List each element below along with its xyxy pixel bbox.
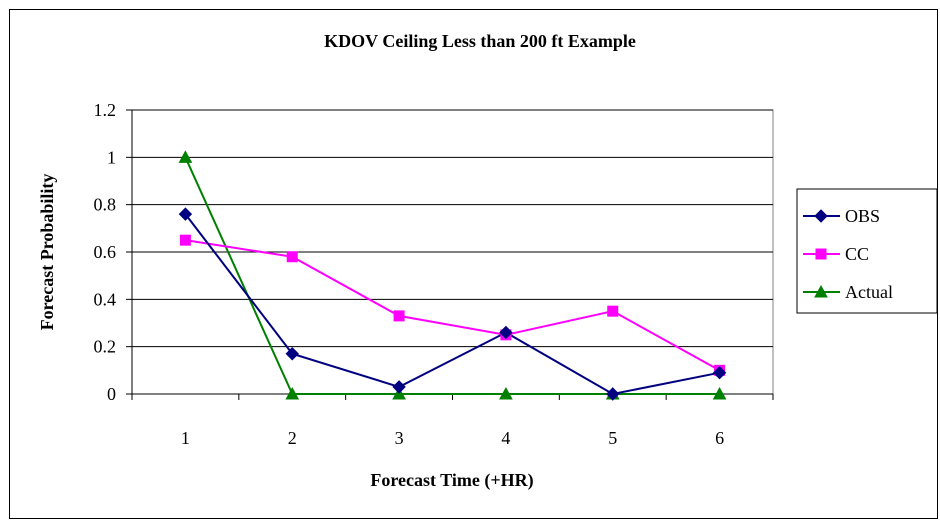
gridlines	[132, 109, 773, 348]
y-tick-label: 1	[107, 147, 116, 167]
x-tick-labels: 1 2 3 4 5 6	[181, 428, 724, 448]
legend-label-actual: Actual	[845, 282, 893, 302]
data-point-actual	[712, 386, 727, 400]
data-point-cc	[393, 310, 405, 322]
x-tick-label: 6	[715, 428, 724, 448]
y-tick-label: 0	[107, 384, 116, 404]
x-tick-label: 4	[501, 428, 510, 448]
x-tick-label: 2	[288, 428, 297, 448]
data-point-cc	[179, 234, 191, 246]
x-axis-title: Forecast Time (+HR)	[370, 470, 533, 491]
chart-title: KDOV Ceiling Less than 200 ft Example	[324, 31, 636, 51]
x-tick-label: 3	[395, 428, 404, 448]
x-tick-label: 1	[181, 428, 190, 448]
legend-label-obs: OBS	[845, 206, 880, 226]
data-point-obs	[178, 207, 193, 221]
data-point-cc	[607, 305, 619, 317]
legend-marker-actual	[814, 284, 828, 298]
y-axis-title: Forecast Probability	[37, 174, 57, 331]
data-point-obs	[606, 387, 620, 401]
series-line-cc	[185, 239, 721, 372]
data-point-cc	[286, 251, 298, 263]
series-line-obs	[184, 213, 720, 396]
series-lines	[184, 156, 721, 396]
data-point-obs	[285, 347, 299, 361]
y-tick-label: 0.2	[94, 337, 117, 357]
y-tick-label: 1.2	[94, 100, 117, 120]
legend: OBS CC Actual	[796, 188, 938, 314]
data-point-actual	[285, 386, 300, 400]
legend-marker-cc	[815, 248, 827, 260]
data-point-obs	[712, 365, 727, 380]
x-tick-label: 5	[608, 428, 617, 448]
legend-label-cc: CC	[845, 244, 869, 264]
y-tick-label: 0.8	[94, 195, 117, 215]
series-markers	[178, 150, 727, 401]
legend-marker-obs	[814, 209, 828, 223]
y-tick-label: 0.4	[94, 289, 117, 309]
series-line-actual	[184, 156, 720, 395]
data-point-obs	[392, 380, 406, 394]
data-point-obs	[499, 325, 513, 340]
y-tick-label: 0.6	[94, 242, 117, 262]
data-point-actual	[499, 386, 513, 400]
data-point-actual	[178, 150, 193, 163]
y-tick-labels: 0 0.2 0.4 0.6 0.8 1 1.2	[94, 100, 117, 404]
